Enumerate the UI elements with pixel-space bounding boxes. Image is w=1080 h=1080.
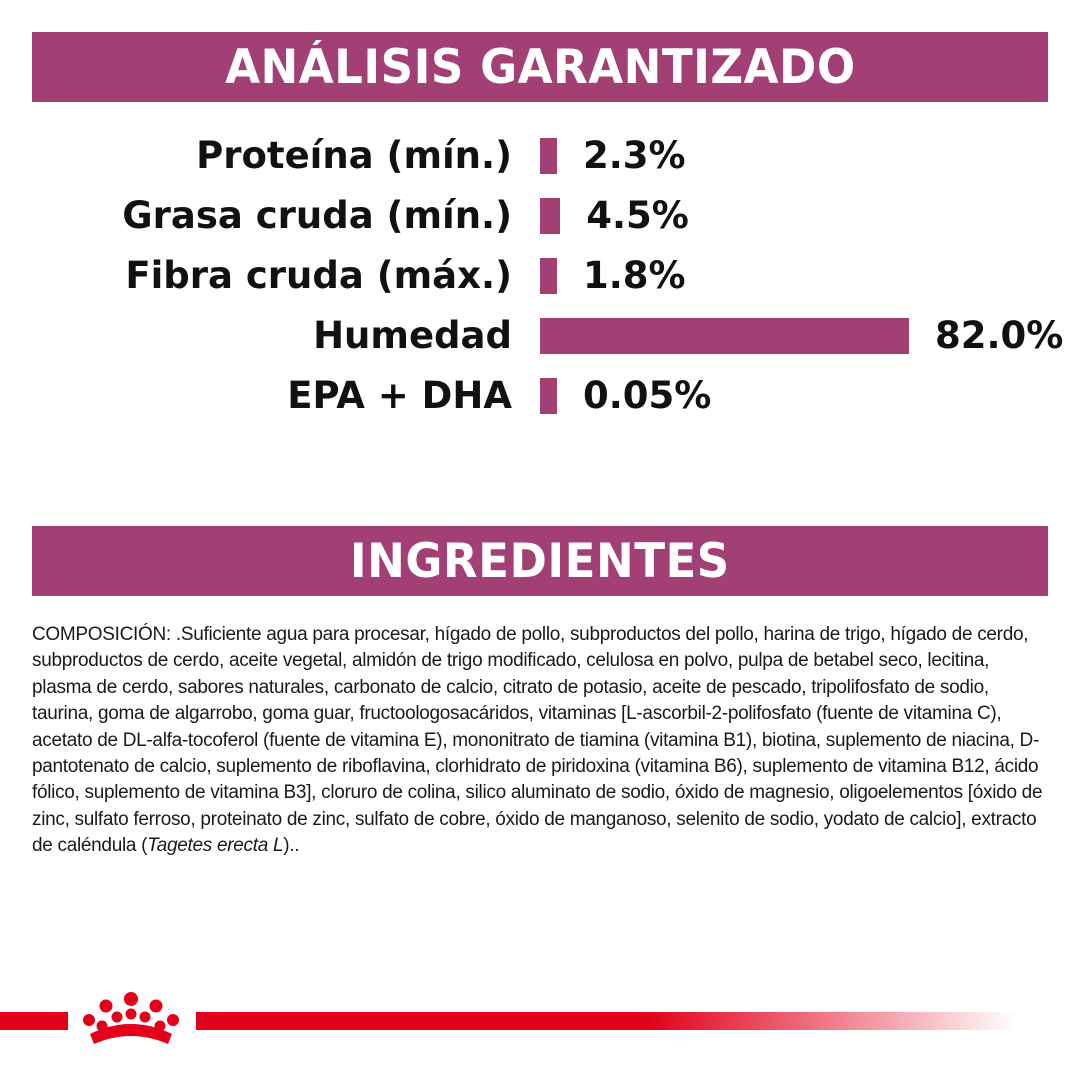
ingredients-header: INGREDIENTES: [32, 526, 1048, 596]
bar-value-label: 0.05%: [583, 374, 712, 417]
bar-label: Humedad: [313, 314, 512, 357]
bar-label: EPA + DHA: [287, 374, 512, 417]
bar-value-label: 82.0%: [935, 314, 1064, 357]
bar: [540, 378, 557, 414]
bar-label: Grasa cruda (mín.): [122, 194, 512, 237]
crown-icon: [83, 992, 179, 1044]
bar: [540, 138, 557, 174]
bar: [540, 258, 557, 294]
composition-end: )..: [283, 835, 300, 857]
bar-value-label: 1.8%: [583, 254, 686, 297]
footer-line-right: [196, 1012, 1016, 1030]
bar-label: Fibra cruda (máx.): [125, 254, 512, 297]
bar-value-label: 4.5%: [586, 194, 689, 237]
composition-text: COMPOSICIÓN: .Suficiente agua para proce…: [32, 622, 1050, 860]
bar: [540, 198, 561, 234]
composition-main: COMPOSICIÓN: .Suficiente agua para proce…: [32, 624, 1043, 857]
bar-label: Proteína (mín.): [196, 134, 512, 177]
bar: [540, 318, 909, 354]
analysis-title: ANÁLISIS GARANTIZADO: [224, 39, 856, 95]
footer-line-left: [0, 1012, 68, 1030]
bar-value-label: 2.3%: [583, 134, 686, 177]
analysis-bar-chart: Proteína (mín.) 2.3% Grasa cruda (mín.) 4.5…: [0, 120, 1080, 440]
analysis-header: ANÁLISIS GARANTIZADO: [32, 32, 1048, 102]
composition-species: Tagetes erecta L: [147, 835, 284, 857]
ingredients-title: INGREDIENTES: [350, 533, 730, 589]
